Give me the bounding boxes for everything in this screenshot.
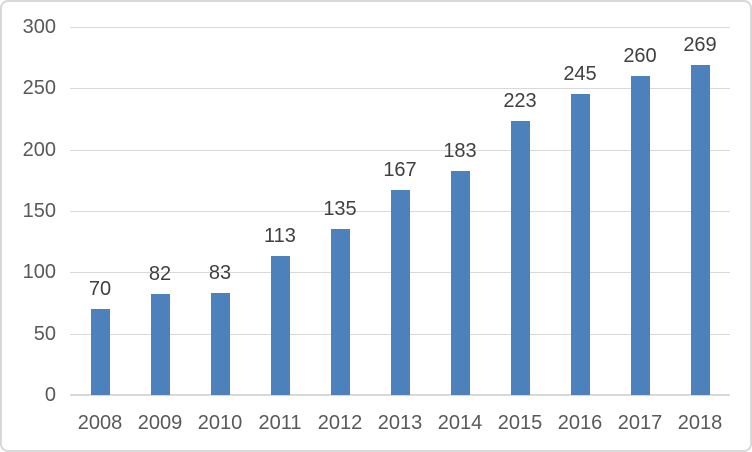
x-tick-label-2010: 2010 [197,412,243,434]
x-tick-label-2011: 2011 [258,412,302,434]
x-tick-label-2017: 2017 [617,412,663,434]
bar-2009 [150,294,170,395]
bar-2016 [570,94,590,395]
data-label-2017: 260 [623,45,657,68]
y-tick-label: 200 [22,138,56,161]
x-tick-label-2018: 2018 [677,412,723,434]
data-label-2008: 70 [88,278,112,301]
bar-2011 [270,256,290,395]
y-tick-label: 250 [22,77,56,100]
bar-2015 [510,121,530,395]
gridline [70,26,730,28]
x-axis-line [70,394,730,396]
y-tick-label: 100 [22,261,56,284]
bar-2017 [630,76,650,395]
x-tick-label-2008: 2008 [77,412,123,434]
x-tick-label-2009: 2009 [137,412,183,434]
data-label-2012: 135 [323,198,357,221]
y-tick-label: 50 [33,322,56,345]
data-label-2014: 183 [443,139,477,162]
gridline [70,149,730,151]
data-label-2013: 167 [383,159,417,182]
bar-2008 [90,309,110,395]
bar-2012 [330,229,350,395]
data-label-2018: 269 [683,34,717,57]
bar-2018 [690,65,710,395]
y-tick-label: 150 [22,200,56,222]
bar-2014 [450,170,470,395]
x-tick-label-2012: 2012 [317,412,363,434]
bar-2013 [390,190,410,395]
data-label-2015: 223 [503,90,537,113]
x-tick-label-2014: 2014 [437,412,483,434]
bar-2010 [210,293,230,395]
x-tick-label-2013: 2013 [377,412,423,434]
data-label-2016: 245 [563,63,597,86]
x-tick-label-2015: 2015 [497,412,543,434]
data-label-2011: 113 [264,225,296,248]
gridline [70,87,730,89]
y-tick-label: 0 [44,384,56,406]
data-label-2009: 82 [148,263,172,286]
x-tick-label-2016: 2016 [557,412,603,434]
y-tick-label: 300 [22,16,56,38]
data-label-2010: 83 [208,262,232,285]
